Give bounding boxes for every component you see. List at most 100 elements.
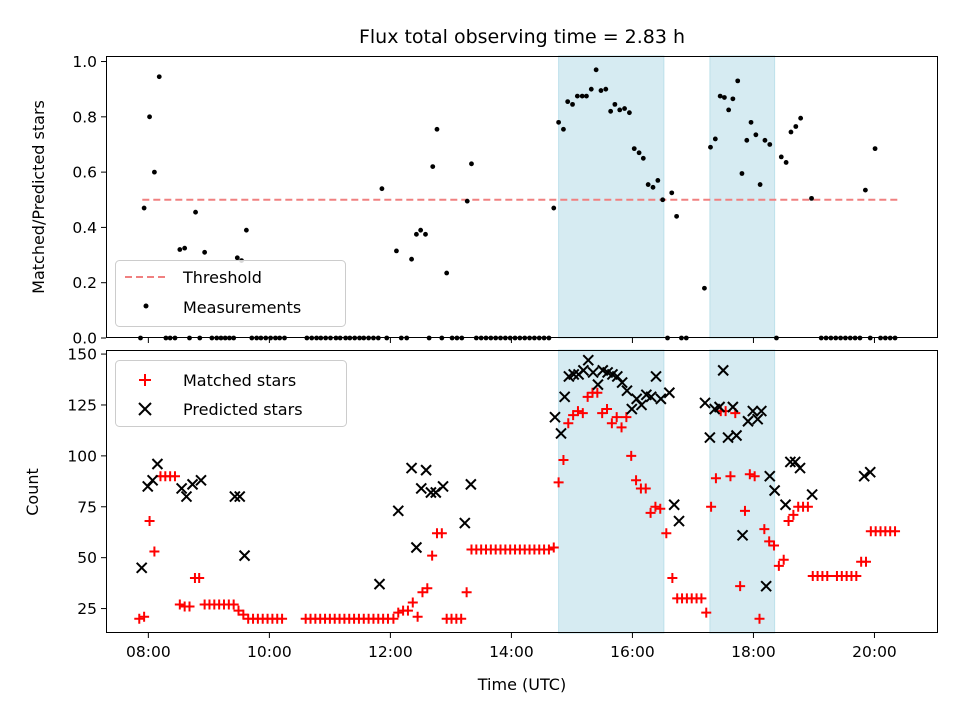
measurement-point <box>152 169 157 175</box>
top-legend-frame <box>115 260 346 327</box>
matched-stars-point <box>149 546 160 557</box>
matched-stars-point <box>174 599 185 610</box>
matched-stars-point <box>572 406 583 417</box>
predicted-stars-point <box>592 378 604 391</box>
shaded-interval-1 <box>558 55 665 339</box>
predicted-stars-point <box>558 391 571 403</box>
measurement-point <box>444 270 450 276</box>
predicted-stars-point <box>234 490 246 503</box>
predicted-stars-point <box>410 541 423 554</box>
measurement-point <box>744 137 750 143</box>
matched-stars-point <box>822 570 833 581</box>
bottom-legend-frame <box>115 360 347 427</box>
legend-measurements-label: Measurements <box>183 298 301 317</box>
bottom-legend: Matched stars Predicted stars <box>115 360 347 427</box>
measurement-point <box>748 119 754 125</box>
predicted-stars-point <box>229 490 241 503</box>
predicted-stars-point <box>238 549 251 562</box>
measurement-point <box>783 160 789 165</box>
measurement-point <box>650 184 656 190</box>
matched-stars-point <box>710 473 721 484</box>
bottom-marks <box>134 354 901 624</box>
measurement-point <box>862 187 868 193</box>
measurement-point <box>645 182 651 187</box>
matched-stars-point <box>706 501 717 512</box>
predicted-stars-point <box>587 366 599 379</box>
measurement-point <box>147 114 152 120</box>
matched-stars-point <box>744 469 755 480</box>
measurement-point <box>584 93 589 99</box>
matched-stars-point <box>696 593 707 604</box>
predicted-stars-point <box>568 368 580 381</box>
measurement-point <box>469 161 474 167</box>
matched-stars-point <box>427 550 438 561</box>
predicted-stars-point <box>151 458 164 470</box>
x-tick-label: 08:00 <box>126 643 171 661</box>
matched-stars-point <box>134 613 145 624</box>
matched-stars-point <box>769 540 780 551</box>
predicted-stars-point <box>195 474 207 487</box>
predicted-stars-point <box>794 462 806 474</box>
predicted-stars-point <box>713 401 726 413</box>
matched-stars-point <box>773 560 784 571</box>
measurement-point <box>551 205 557 211</box>
measurement-point <box>762 137 768 143</box>
predicted-stars-point <box>784 456 797 468</box>
matched-stars-point <box>631 475 642 486</box>
predicted-stars-point <box>730 429 743 442</box>
y-tick-label: 0.4 <box>72 219 97 237</box>
legend-predicted-label: Predicted stars <box>183 400 303 419</box>
predicted-stars-point <box>768 484 781 497</box>
measurement-point <box>418 227 424 233</box>
measurement-point <box>767 142 773 147</box>
matched-stars-point <box>402 605 413 616</box>
matched-stars-point <box>735 581 746 592</box>
measurement-point <box>717 93 723 99</box>
matched-stars-point <box>626 450 637 461</box>
predicted-stars-point <box>722 431 734 444</box>
predicted-stars-point <box>751 413 764 425</box>
predicted-stars-point <box>420 464 432 476</box>
measurement-point <box>464 198 470 204</box>
measurement-point <box>753 132 759 138</box>
predicted-stars-point <box>437 480 449 493</box>
y-tick-label: 1.0 <box>72 53 97 71</box>
predicted-stars-point <box>635 399 648 411</box>
x-tick-label: 14:00 <box>489 643 534 661</box>
y-tick-label: 100 <box>67 447 97 465</box>
x-tick-label: 16:00 <box>610 643 655 661</box>
measurement-point <box>593 67 599 73</box>
matched-stars-point <box>788 509 799 520</box>
measurement-point <box>735 78 741 84</box>
matched-stars-point <box>194 573 205 584</box>
predicted-stars-point <box>760 580 772 592</box>
measurement-point <box>409 256 414 262</box>
y-tick-label: 75 <box>77 498 97 516</box>
predicted-stars-point <box>425 486 437 499</box>
y-tick-label: 0.2 <box>72 274 97 292</box>
y-tick-label: 25 <box>77 600 97 618</box>
x-tick-label: 20:00 <box>852 643 897 661</box>
measurement-point <box>414 231 419 237</box>
matched-stars-point <box>616 422 627 433</box>
predicted-stars-point <box>764 470 776 482</box>
measurement-point <box>708 144 713 150</box>
predicted-stars-point <box>626 403 638 415</box>
predicted-stars-point <box>465 478 477 491</box>
measurement-point <box>423 231 428 237</box>
predicted-stars-point <box>858 470 870 482</box>
top-legend: Threshold Measurements <box>115 260 346 327</box>
matched-stars-point <box>650 501 661 512</box>
y-tick-label: 50 <box>77 549 97 567</box>
matched-stars-point <box>592 387 603 398</box>
top-x-ticks <box>147 338 875 343</box>
predicted-stars-point <box>582 354 594 366</box>
measurement-point <box>674 213 680 219</box>
predicted-stars-point <box>616 376 628 389</box>
matched-stars-point <box>407 597 418 608</box>
matched-stars-point <box>144 516 155 527</box>
matched-stars-point <box>661 528 672 539</box>
matched-stars-point <box>783 516 794 527</box>
predicted-stars-point <box>727 401 739 413</box>
